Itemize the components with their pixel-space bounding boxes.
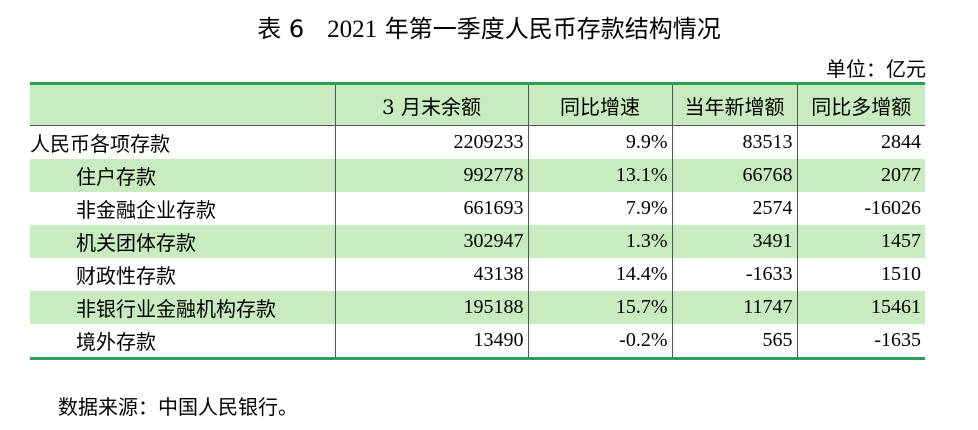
cell-more: 15461 — [796, 291, 925, 324]
cell-more: 1510 — [796, 258, 925, 291]
cell-more: 1457 — [796, 225, 925, 258]
cell-growth: 14.4% — [527, 258, 672, 291]
cell-growth: 1.3% — [527, 225, 672, 258]
table-row: 境外存款 13490 -0.2% 565 -1635 — [30, 324, 925, 357]
cell-new: 66768 — [671, 159, 797, 192]
table-title: 表 6 2021 年第一季度人民币存款结构情况 — [0, 14, 978, 45]
title-text: 年第一季度人民币存款结构情况 — [384, 15, 721, 43]
row-label: 人民币各项存款 — [30, 132, 170, 156]
cell-balance: 13490 — [334, 324, 528, 357]
header-growth: 同比增速 — [527, 85, 672, 126]
header-label — [30, 85, 335, 126]
header-row: 3 月末余额 同比增速 当年新增额 同比多增额 — [30, 85, 925, 126]
row-label: 财政性存款 — [76, 264, 176, 288]
cell-more: 2844 — [796, 125, 925, 159]
cell-growth: 9.9% — [527, 125, 672, 159]
cell-balance: 43138 — [334, 258, 528, 291]
deposit-structure-table: 3 月末余额 同比增速 当年新增额 同比多增额 人民币各项存款 2209233 … — [30, 82, 925, 360]
cell-more: -16026 — [796, 192, 925, 225]
cell-balance: 992778 — [334, 159, 528, 192]
row-label: 住户存款 — [30, 159, 335, 192]
cell-balance: 302947 — [334, 225, 528, 258]
source-note: 数据来源：中国人民银行。 — [58, 395, 298, 419]
cell-growth: 15.7% — [527, 291, 672, 324]
table-row: 非银行业金融机构存款 195188 15.7% 11747 15461 — [30, 291, 925, 324]
unit-label: 单位：亿元 — [826, 57, 926, 81]
row-label: 非金融企业存款 — [76, 198, 216, 222]
row-label: 境外存款 — [76, 330, 156, 354]
cell-more: -1635 — [796, 324, 925, 357]
table-row: 人民币各项存款 2209233 9.9% 83513 2844 — [30, 125, 925, 159]
header-balance: 3 月末余额 — [334, 85, 528, 126]
cell-growth: 13.1% — [527, 159, 672, 192]
cell-new: 565 — [671, 324, 797, 357]
cell-new: 3491 — [671, 225, 797, 258]
table-row: 财政性存款 43138 14.4% -1633 1510 — [30, 258, 925, 291]
cell-balance: 195188 — [334, 291, 528, 324]
header-new: 当年新增额 — [671, 85, 797, 126]
table-row: 机关团体存款 302947 1.3% 3491 1457 — [30, 225, 925, 258]
cell-new: 11747 — [671, 291, 797, 324]
cell-more: 2077 — [796, 159, 925, 192]
cell-new: 83513 — [671, 125, 797, 159]
cell-balance: 2209233 — [334, 125, 528, 159]
cell-new: -1633 — [671, 258, 797, 291]
cell-growth: 7.9% — [527, 192, 672, 225]
table-row: 住户存款 992778 13.1% 66768 2077 — [30, 159, 925, 192]
cell-new: 2574 — [671, 192, 797, 225]
header-more: 同比多增额 — [796, 85, 925, 126]
cell-growth: -0.2% — [527, 324, 672, 357]
cell-balance: 661693 — [334, 192, 528, 225]
row-label: 非银行业金融机构存款 — [30, 291, 335, 324]
row-label: 机关团体存款 — [30, 225, 335, 258]
title-year: 2021 — [327, 16, 378, 43]
table-row: 非金融企业存款 661693 7.9% 2574 -16026 — [30, 192, 925, 225]
table-number: 表 6 — [257, 15, 305, 43]
